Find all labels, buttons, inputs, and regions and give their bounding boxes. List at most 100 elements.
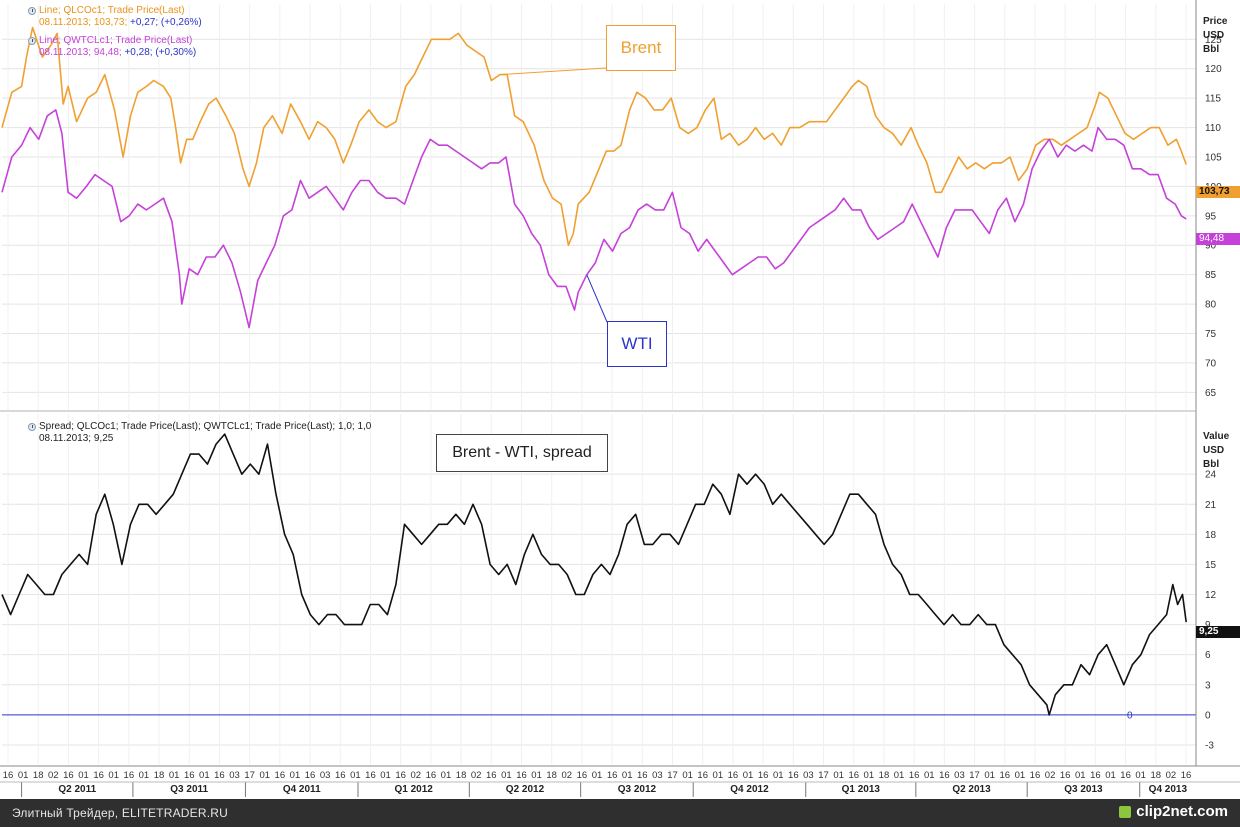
x-day-label: 02 bbox=[471, 770, 482, 781]
quarter-label: Q1 2013 bbox=[842, 784, 881, 795]
x-day-label: 02 bbox=[410, 770, 421, 781]
x-day-label: 02 bbox=[562, 770, 573, 781]
value-axis-title: Value USD Bbl bbox=[1203, 430, 1229, 472]
value-tick-label: 24 bbox=[1205, 470, 1217, 481]
x-day-label: 01 bbox=[531, 770, 542, 781]
value-tick-label: 9 bbox=[1205, 620, 1211, 631]
brent-legend-change: +0,27; (+0,26%) bbox=[130, 17, 202, 28]
x-day-label: 16 bbox=[63, 770, 74, 781]
x-day-label: 01 bbox=[139, 770, 150, 781]
x-day-label: 01 bbox=[199, 770, 210, 781]
value-tick-label: 0 bbox=[1205, 710, 1211, 721]
x-day-label: 16 bbox=[305, 770, 316, 781]
spread-legend-value: 08.11.2013; 9,25 bbox=[39, 433, 114, 444]
zero-line-label: 0 bbox=[1127, 710, 1133, 721]
x-day-label: 18 bbox=[879, 770, 890, 781]
x-day-label: 01 bbox=[1105, 770, 1116, 781]
x-day-label: 16 bbox=[214, 770, 225, 781]
value-tick-label: 15 bbox=[1205, 560, 1217, 571]
value-axis-title-line: USD bbox=[1203, 445, 1225, 456]
top-plot-area bbox=[2, 4, 1196, 410]
value-tick-label: 18 bbox=[1205, 530, 1217, 541]
brent-legend-title: Line; QLCOc1; Trade Price(Last) bbox=[39, 5, 185, 16]
wti-legend-change: +0,28; (+0,30%) bbox=[124, 47, 197, 58]
x-day-label: 01 bbox=[501, 770, 512, 781]
price-tick-label: 95 bbox=[1205, 211, 1217, 222]
spread-last-tag: 9,25 bbox=[1196, 626, 1240, 638]
quarter-label: Q2 2013 bbox=[952, 784, 991, 795]
footer-bar: Элитный Трейдер, ELITETRADER.RU clip2net… bbox=[0, 799, 1240, 827]
wti-legend[interactable]: Line; QWTCLc1; Trade Price(Last) 08.11.2… bbox=[28, 35, 196, 59]
quarter-label: Q3 2012 bbox=[618, 784, 657, 795]
price-tick-label: 110 bbox=[1205, 123, 1221, 134]
x-day-label: 16 bbox=[1120, 770, 1131, 781]
chart-canvas: 65707580859095100105110115120125 -303691… bbox=[0, 0, 1240, 797]
x-day-label: 16 bbox=[124, 770, 135, 781]
x-day-label: 16 bbox=[426, 770, 437, 781]
price-tick-label: 115 bbox=[1205, 94, 1221, 105]
x-day-label: 02 bbox=[1045, 770, 1056, 781]
brent-legend-date: 08.11.2013; bbox=[39, 17, 92, 28]
x-day-label: 01 bbox=[622, 770, 633, 781]
price-tick-label: 125 bbox=[1205, 35, 1222, 46]
x-day-label: 01 bbox=[713, 770, 724, 781]
price-tick-label: 90 bbox=[1205, 241, 1217, 252]
footer-credit: Элитный Трейдер, ELITETRADER.RU bbox=[12, 806, 228, 820]
x-day-label: 16 bbox=[3, 770, 14, 781]
x-day-label: 01 bbox=[833, 770, 844, 781]
x-day-label: 01 bbox=[108, 770, 119, 781]
wti-legend-title: Line; QWTCLc1; Trade Price(Last) bbox=[39, 35, 193, 46]
top-y-ticks: 65707580859095100105110115120125 bbox=[1205, 35, 1222, 399]
x-day-label: 16 bbox=[365, 770, 376, 781]
price-tick-label: 65 bbox=[1205, 388, 1217, 399]
x-day-label: 03 bbox=[803, 770, 814, 781]
quarter-label: Q2 2012 bbox=[506, 784, 545, 795]
x-day-label: 16 bbox=[607, 770, 618, 781]
x-day-label: 17 bbox=[818, 770, 829, 781]
value-tick-label: 6 bbox=[1205, 650, 1211, 661]
x-day-label: 17 bbox=[667, 770, 678, 781]
price-axis-title-line: USD bbox=[1203, 30, 1225, 41]
series-lines bbox=[1, 26, 1187, 716]
spread-legend[interactable]: Spread; QLCOc1; Trade Price(Last); QWTCL… bbox=[28, 421, 371, 445]
brent-legend-price: 103,73; bbox=[93, 17, 128, 28]
value-axis-title-line: Value bbox=[1203, 431, 1230, 442]
x-day-label: 16 bbox=[516, 770, 527, 781]
wti-line bbox=[1, 109, 1187, 329]
zero-reference-line: 0 bbox=[2, 710, 1196, 721]
clip2net-logo[interactable]: clip2net.com bbox=[1119, 803, 1228, 820]
x-day-label: 01 bbox=[1015, 770, 1026, 781]
x-day-label: 16 bbox=[93, 770, 104, 781]
x-day-label: 16 bbox=[577, 770, 588, 781]
x-day-label: 01 bbox=[924, 770, 935, 781]
bottom-plot-area bbox=[2, 414, 1196, 765]
callout-leaders bbox=[499, 67, 608, 323]
x-day-label: 16 bbox=[909, 770, 920, 781]
x-day-label: 16 bbox=[728, 770, 739, 781]
panel-frames bbox=[0, 0, 1240, 783]
x-day-label: 01 bbox=[1135, 770, 1146, 781]
x-day-label: 01 bbox=[78, 770, 89, 781]
x-day-label: 16 bbox=[335, 770, 346, 781]
quarter-label: Q4 2012 bbox=[730, 784, 769, 795]
x-day-label: 01 bbox=[682, 770, 693, 781]
brent-legend[interactable]: Line; QLCOc1; Trade Price(Last) 08.11.20… bbox=[28, 5, 202, 29]
price-tick-label: 80 bbox=[1205, 300, 1217, 311]
quarter-label: Q3 2011 bbox=[170, 784, 208, 795]
x-day-label: 03 bbox=[652, 770, 663, 781]
quarter-label: Q4 2013 bbox=[1149, 784, 1188, 795]
wti-legend-price: 94,48; bbox=[93, 47, 122, 58]
brent-callout-leader bbox=[499, 67, 607, 76]
quarter-label: Q2 2011 bbox=[58, 784, 96, 795]
x-day-label: 01 bbox=[864, 770, 875, 781]
spread-legend-title: Spread; QLCOc1; Trade Price(Last); QWTCL… bbox=[39, 421, 372, 432]
price-tick-label: 75 bbox=[1205, 329, 1217, 340]
x-day-label: 03 bbox=[954, 770, 965, 781]
x-day-label: 16 bbox=[486, 770, 497, 781]
x-day-label: 01 bbox=[773, 770, 784, 781]
wti-legend-date: 08.11.2013; bbox=[39, 47, 92, 58]
x-day-label: 03 bbox=[229, 770, 240, 781]
x-day-label: 16 bbox=[758, 770, 769, 781]
quarter-label: Q3 2013 bbox=[1064, 784, 1103, 795]
price-axis-title-line: Price bbox=[1203, 16, 1228, 27]
